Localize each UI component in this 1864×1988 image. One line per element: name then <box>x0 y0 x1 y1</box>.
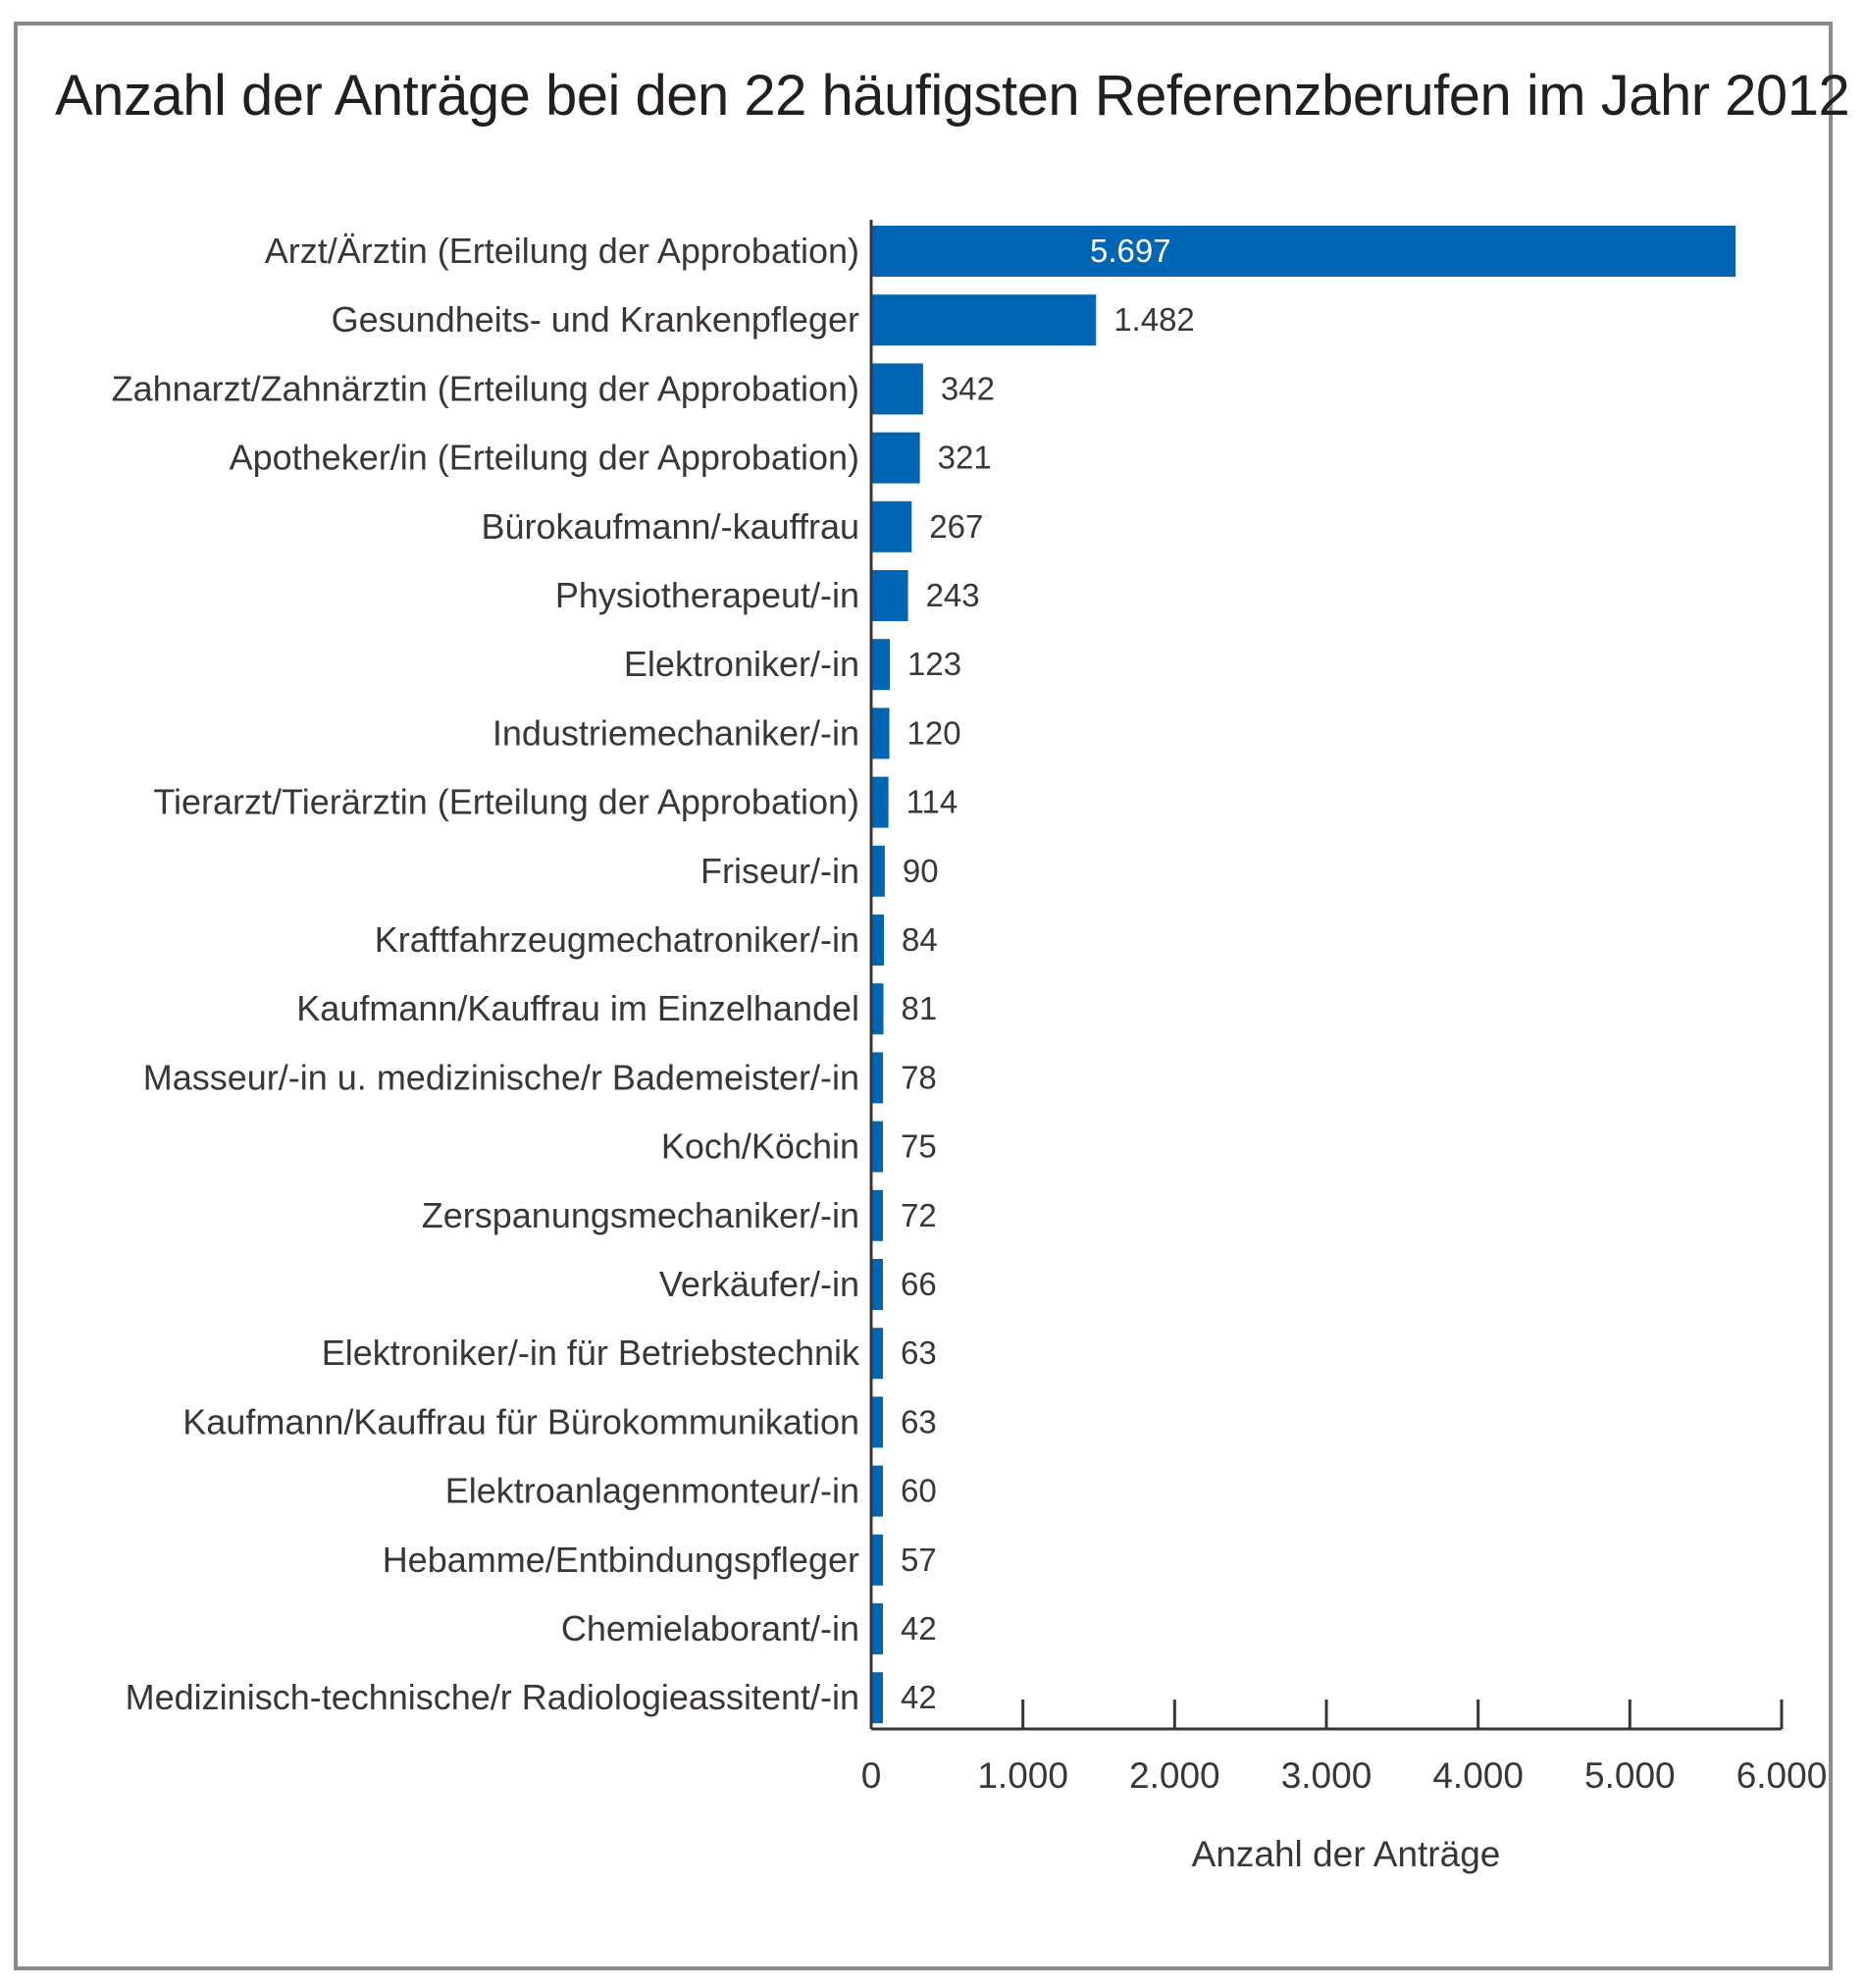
value-label: 114 <box>906 784 958 820</box>
category-label: Arzt/Ärztin (Erteilung der Approbation) <box>265 231 859 271</box>
bar <box>871 432 920 484</box>
bar <box>871 915 884 966</box>
value-label: 63 <box>901 1403 937 1439</box>
bar <box>871 500 912 552</box>
category-label: Elektroniker/-in <box>624 644 859 684</box>
bar <box>871 1052 884 1104</box>
x-tick-label: 4.000 <box>1432 1755 1524 1796</box>
category-label: Gesundheits- und Krankenpfleger <box>332 299 859 340</box>
bar <box>871 845 885 897</box>
bar <box>871 1328 883 1380</box>
category-label: Elektroniker/-in für Betriebstechnik <box>322 1333 860 1373</box>
bar <box>871 363 923 415</box>
category-label: Bürokaufmann/-kauffrau <box>481 506 859 547</box>
bar <box>871 1603 883 1654</box>
category-label: Kraftfahrzeugmechatroniker/-in <box>375 919 859 960</box>
bar <box>871 707 890 759</box>
chart-frame <box>14 22 1833 1970</box>
bar <box>871 1189 883 1241</box>
category-label: Industriemechaniker/-in <box>492 712 859 753</box>
bar <box>871 1672 883 1724</box>
bar <box>871 1465 883 1517</box>
value-label: 120 <box>907 714 961 751</box>
category-label: Masseur/-in u. medizinische/r Bademeiste… <box>143 1057 859 1097</box>
category-label: Elektroanlagenmonteur/-in <box>445 1471 859 1511</box>
value-label: 57 <box>901 1542 937 1578</box>
value-label: 81 <box>902 990 938 1026</box>
bar <box>871 983 884 1035</box>
x-axis: 0 1.000 2.000 3.000 4.000 5.000 6.000 <box>861 220 1828 1796</box>
x-tick-label: 1.000 <box>977 1755 1068 1796</box>
x-tick-label: 3.000 <box>1281 1755 1372 1796</box>
value-label: 42 <box>901 1610 937 1647</box>
category-label: Apotheker/in (Erteilung der Approbation) <box>230 438 859 478</box>
category-label: Verkäufer/-in <box>659 1264 859 1304</box>
bar <box>871 294 1097 346</box>
value-label: 78 <box>901 1059 937 1095</box>
value-label: 1.482 <box>1113 301 1195 338</box>
value-labels-group: 5.697 1.482 342 321 267 243 123 120 114 90 84 81 78 7… <box>901 233 1195 1715</box>
bar <box>871 639 891 691</box>
category-label: Hebamme/Entbindungspfleger <box>383 1540 859 1580</box>
x-tick-label: 5.000 <box>1584 1755 1676 1796</box>
bar <box>871 1534 883 1586</box>
bar <box>871 1396 883 1448</box>
category-label: Zerspanungsmechaniker/-in <box>422 1195 859 1235</box>
x-tick-label: 0 <box>861 1755 882 1796</box>
value-label: 267 <box>929 508 983 545</box>
value-label: 42 <box>901 1679 937 1715</box>
category-label: Zahnarzt/Zahnärztin (Erteilung der Appro… <box>112 368 859 408</box>
bar <box>871 1259 883 1310</box>
category-label: Kaufmann/Kauffrau im Einzelhandel <box>296 988 859 1028</box>
value-label: 5.697 <box>1090 233 1171 269</box>
value-label: 66 <box>901 1266 937 1302</box>
value-label: 60 <box>901 1473 937 1509</box>
category-label: Kaufmann/Kauffrau für Bürokommunikation <box>182 1401 859 1441</box>
category-label: Physiotherapeut/-in <box>555 575 859 615</box>
bar <box>871 776 889 828</box>
bars-group <box>871 226 1736 1724</box>
category-label: Medizinisch-technische/r Radiologieassit… <box>126 1677 859 1717</box>
value-label: 342 <box>941 370 995 406</box>
value-label: 75 <box>901 1128 937 1165</box>
category-label: Friseur/-in <box>700 851 859 891</box>
value-label: 321 <box>938 440 992 476</box>
x-axis-title: Anzahl der Anträge <box>1192 1834 1501 1874</box>
bar <box>871 1121 883 1173</box>
bar <box>871 226 1736 277</box>
category-label: Tierarzt/Tierärztin (Erteilung der Appro… <box>153 782 859 822</box>
value-label: 123 <box>907 646 961 682</box>
value-label: 90 <box>903 853 939 889</box>
category-label: Chemielaborant/-in <box>561 1608 859 1648</box>
category-labels-group: Arzt/Ärztin (Erteilung der Approbation) G… <box>112 231 860 1717</box>
x-tick-label: 6.000 <box>1736 1755 1828 1796</box>
chart-title: Anzahl der Anträge bei den 22 häufigsten… <box>55 64 1850 128</box>
value-label: 63 <box>901 1334 937 1371</box>
category-label: Koch/Köchin <box>661 1126 859 1167</box>
x-tick-label: 2.000 <box>1129 1755 1220 1796</box>
value-label: 84 <box>902 921 938 958</box>
bar <box>871 570 908 621</box>
value-label: 243 <box>926 577 980 613</box>
value-label: 72 <box>901 1197 937 1233</box>
